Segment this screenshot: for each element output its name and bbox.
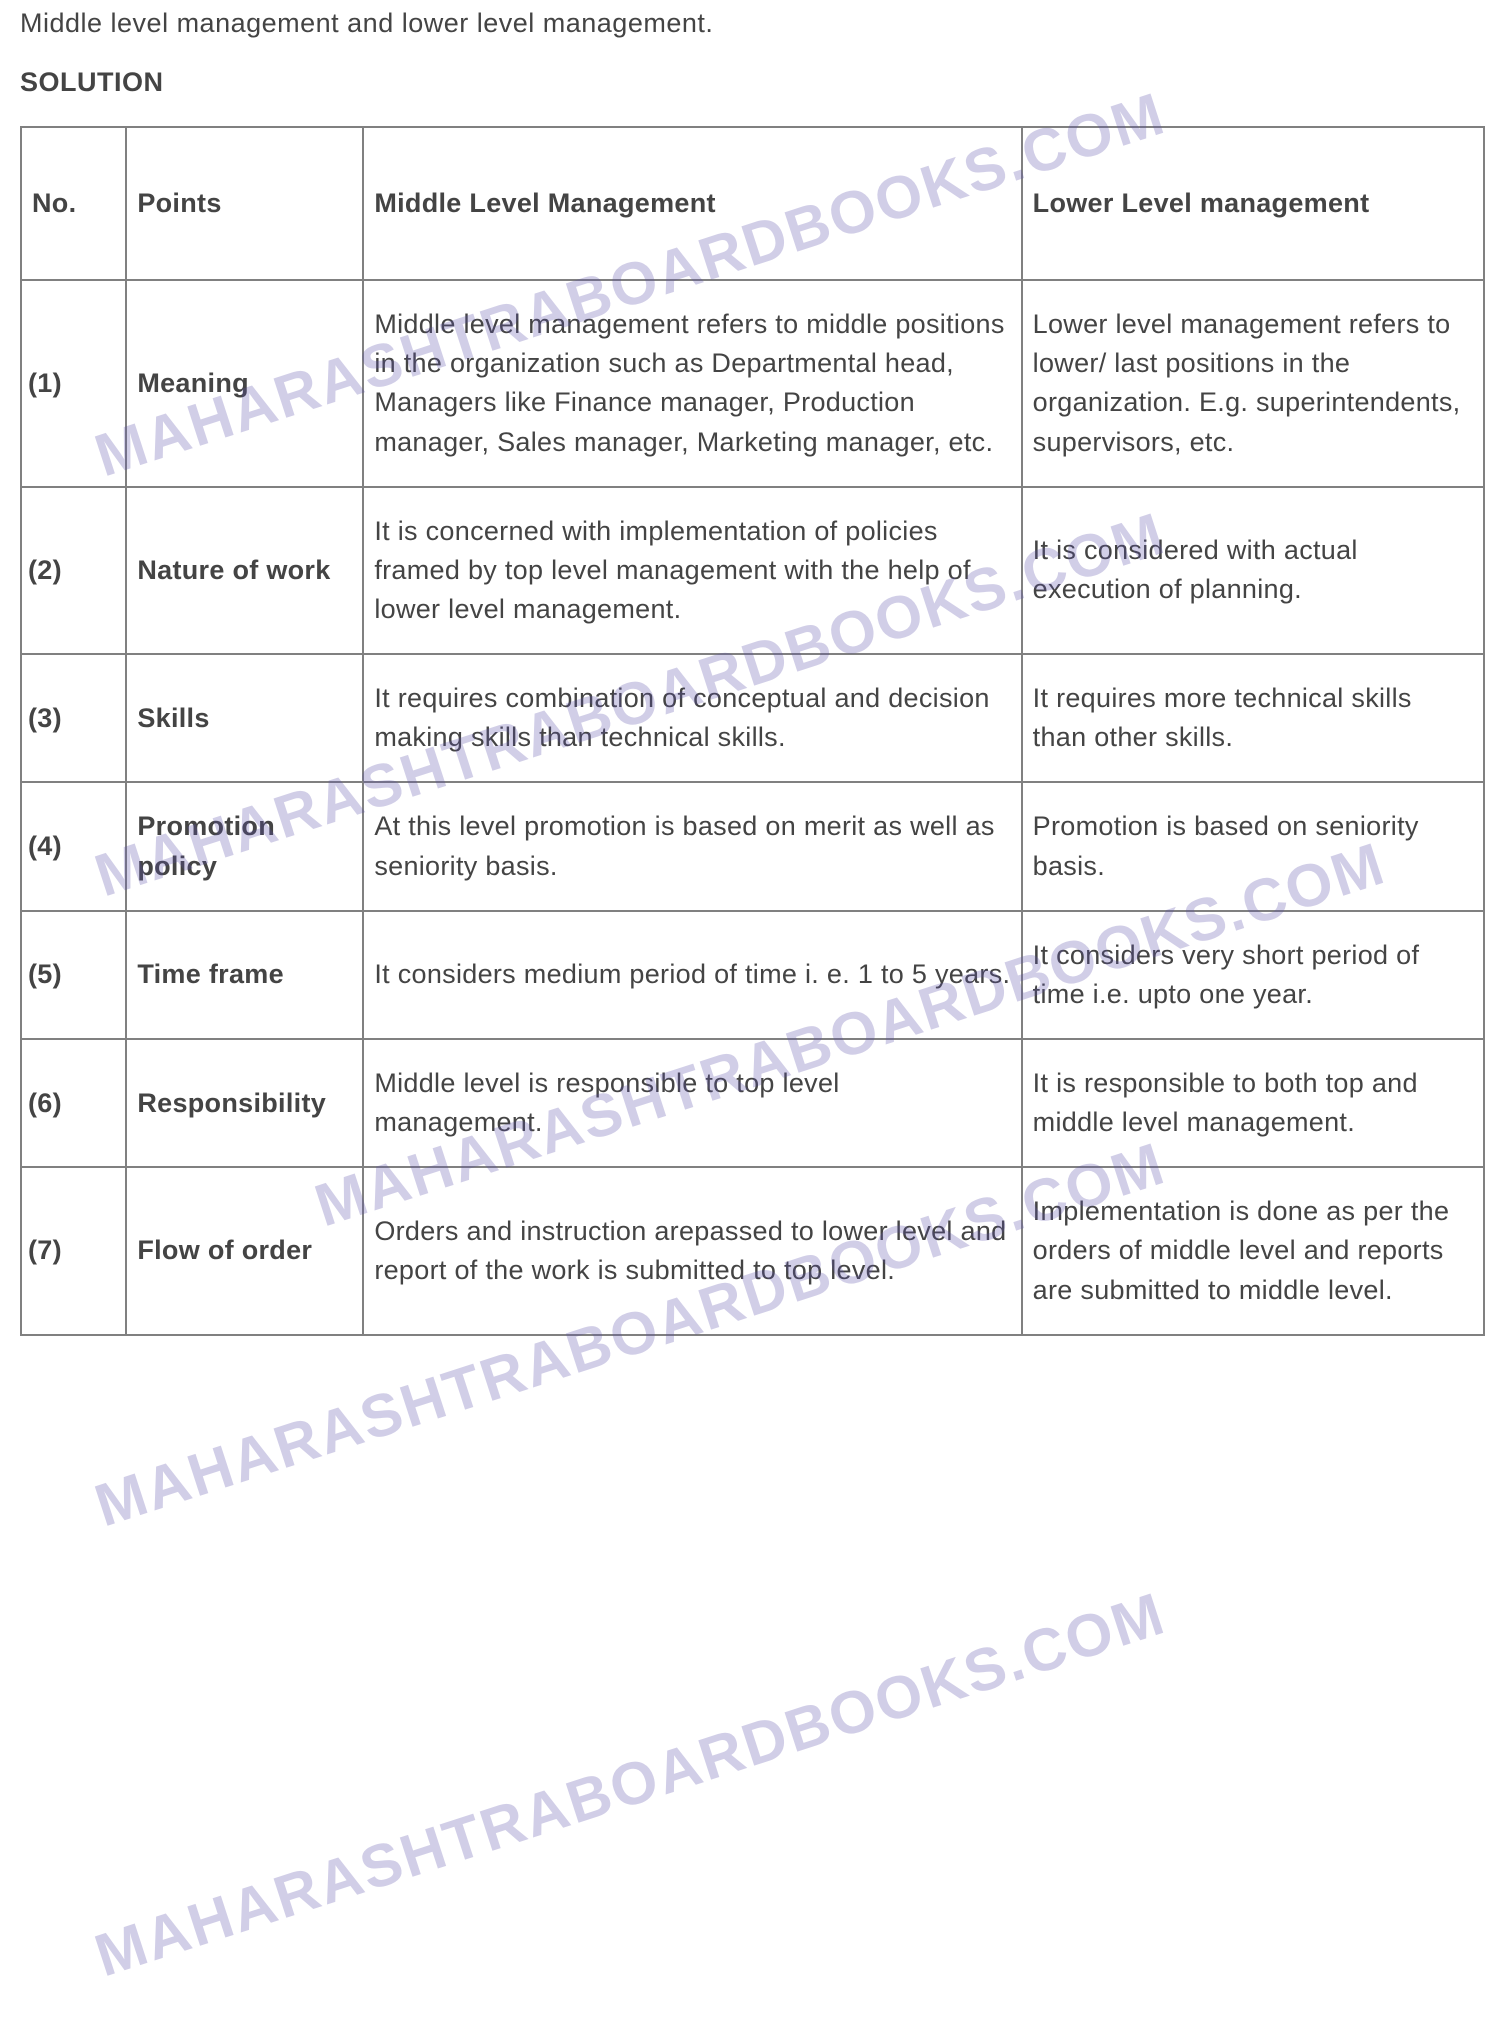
cell-middle: At this level promotion is based on meri…	[363, 782, 1021, 910]
table-body: (1)MeaningMiddle level management refers…	[21, 280, 1484, 1335]
intro-text: Middle level management and lower level …	[20, 8, 1485, 39]
table-row: (4)Promotion policyAt this level promoti…	[21, 782, 1484, 910]
cell-lower: Implementation is done as per the orders…	[1022, 1167, 1484, 1334]
cell-middle: Middle level is responsible to top level…	[363, 1039, 1021, 1167]
cell-lower: It is responsible to both top and middle…	[1022, 1039, 1484, 1167]
header-middle: Middle Level Management	[363, 127, 1021, 280]
table-row: (1)MeaningMiddle level management refers…	[21, 280, 1484, 487]
cell-lower: It is considered with actual execution o…	[1022, 487, 1484, 654]
table-row: (5)Time frameIt considers medium period …	[21, 911, 1484, 1039]
table-header-row: No. Points Middle Level Management Lower…	[21, 127, 1484, 280]
cell-no: (1)	[21, 280, 126, 487]
cell-lower: It considers very short period of time i…	[1022, 911, 1484, 1039]
cell-no: (5)	[21, 911, 126, 1039]
cell-middle: Middle level management refers to middle…	[363, 280, 1021, 487]
cell-points: Responsibility	[126, 1039, 363, 1167]
cell-points: Promotion policy	[126, 782, 363, 910]
table-row: (6)ResponsibilityMiddle level is respons…	[21, 1039, 1484, 1167]
cell-no: (6)	[21, 1039, 126, 1167]
cell-middle: It considers medium period of time i. e.…	[363, 911, 1021, 1039]
watermark: MAHARASHTRABOARDBOOKS.COM	[87, 1579, 1173, 1991]
header-points: Points	[126, 127, 363, 280]
cell-no: (3)	[21, 654, 126, 782]
cell-points: Meaning	[126, 280, 363, 487]
cell-middle: It is concerned with implementation of p…	[363, 487, 1021, 654]
cell-no: (7)	[21, 1167, 126, 1334]
cell-points: Flow of order	[126, 1167, 363, 1334]
cell-no: (4)	[21, 782, 126, 910]
cell-no: (2)	[21, 487, 126, 654]
comparison-table: No. Points Middle Level Management Lower…	[20, 126, 1485, 1336]
cell-points: Skills	[126, 654, 363, 782]
cell-middle: Orders and instruction arepassed to lowe…	[363, 1167, 1021, 1334]
table-row: (2)Nature of workIt is concerned with im…	[21, 487, 1484, 654]
cell-lower: It requires more technical skills than o…	[1022, 654, 1484, 782]
header-no: No.	[21, 127, 126, 280]
solution-heading: SOLUTION	[20, 67, 1485, 98]
table-row: (3)SkillsIt requires combination of conc…	[21, 654, 1484, 782]
header-lower: Lower Level management	[1022, 127, 1484, 280]
cell-lower: Promotion is based on seniority basis.	[1022, 782, 1484, 910]
cell-points: Time frame	[126, 911, 363, 1039]
cell-points: Nature of work	[126, 487, 363, 654]
table-row: (7)Flow of orderOrders and instruction a…	[21, 1167, 1484, 1334]
cell-lower: Lower level management refers to lower/ …	[1022, 280, 1484, 487]
cell-middle: It requires combination of conceptual an…	[363, 654, 1021, 782]
